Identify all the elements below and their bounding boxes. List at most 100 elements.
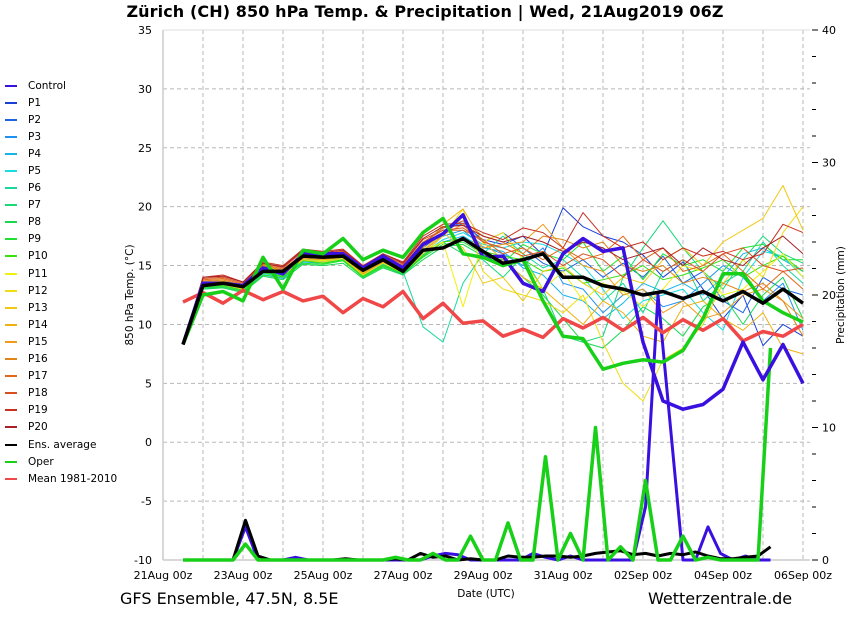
legend-label: P17 xyxy=(28,370,48,383)
temp-line-p19 xyxy=(182,212,804,345)
legend-label: P4 xyxy=(28,147,42,160)
y-axis-title: 850 hPa Temp. (°C) xyxy=(124,244,136,345)
legend-item: P12 xyxy=(4,282,129,299)
temp-line-control xyxy=(181,213,805,411)
legend-item: P3 xyxy=(4,128,129,145)
legend-item: Oper xyxy=(4,453,129,470)
legend-swatch xyxy=(5,460,17,463)
y-tick-label: 25 xyxy=(138,142,152,155)
legend-label: P12 xyxy=(28,284,48,297)
y-tick-label: 5 xyxy=(145,377,152,390)
grid xyxy=(163,30,810,560)
legend-item: P16 xyxy=(4,351,129,368)
legend-item: P6 xyxy=(4,180,129,197)
temp-line-p17 xyxy=(182,229,804,345)
legend-swatch xyxy=(5,392,17,395)
x-tick-label: 06Sep 00z xyxy=(774,569,832,582)
y2-tick-label: 0 xyxy=(822,554,829,567)
y-tick-label: 15 xyxy=(138,260,152,273)
x-tick-label: 27Aug 00z xyxy=(374,569,433,582)
x-axis-title: Date (UTC) xyxy=(457,588,514,600)
y-tick-label: 0 xyxy=(145,436,152,449)
series-group xyxy=(181,185,805,562)
legend-swatch xyxy=(5,221,17,224)
temp-line-ens-average xyxy=(181,236,805,346)
x-tick-label: 25Aug 00z xyxy=(294,569,353,582)
chart-title: Zürich (CH) 850 hPa Temp. & Precipitatio… xyxy=(126,2,724,21)
legend-item: P14 xyxy=(4,316,129,333)
legend-label: P19 xyxy=(28,404,48,417)
legend-item: P17 xyxy=(4,368,129,385)
footer-site: Wetterzentrale.de xyxy=(648,589,793,608)
legend-label: P9 xyxy=(28,233,42,246)
precip-line-control xyxy=(183,293,771,562)
legend-item: Mean 1981-2010 xyxy=(4,470,129,487)
legend-item: P10 xyxy=(4,248,129,265)
y-tick-label: -10 xyxy=(134,554,152,567)
legend-label: Oper xyxy=(28,455,54,468)
legend-swatch xyxy=(5,340,17,343)
legend-item: Ens. average xyxy=(4,436,129,453)
legend: Control P1 P2 P3 P4 P5 P6 P7 P8 P9 P10 P11 P12 P13 P14… xyxy=(4,77,129,487)
legend-item: P8 xyxy=(4,214,129,231)
legend-item: P7 xyxy=(4,197,129,214)
x-tick-label: 02Sep 00z xyxy=(614,569,672,582)
legend-swatch xyxy=(5,152,17,155)
legend-label: Mean 1981-2010 xyxy=(28,472,118,485)
legend-label: P10 xyxy=(28,250,48,263)
legend-swatch xyxy=(5,84,17,87)
legend-swatch xyxy=(5,323,17,326)
legend-label: Ens. average xyxy=(28,438,97,451)
legend-label: P15 xyxy=(28,335,48,348)
legend-swatch xyxy=(5,238,17,241)
legend-item: P5 xyxy=(4,162,129,179)
y-tick-label: 35 xyxy=(138,24,152,37)
legend-swatch xyxy=(5,101,17,104)
legend-swatch xyxy=(5,272,17,275)
y2-axis-title: Precipitation (mm) xyxy=(835,246,847,344)
legend-item: P20 xyxy=(4,419,129,436)
legend-item: P4 xyxy=(4,145,129,162)
legend-label: P1 xyxy=(28,96,42,109)
legend-label: P13 xyxy=(28,301,48,314)
legend-item: P15 xyxy=(4,333,129,350)
y2-tick-label: 40 xyxy=(822,24,836,37)
x-tick-label: 31Aug 00z xyxy=(534,569,593,582)
legend-item: Control xyxy=(4,77,129,94)
axes xyxy=(162,29,818,561)
legend-swatch xyxy=(5,306,17,309)
legend-label: P14 xyxy=(28,318,48,331)
legend-swatch xyxy=(5,409,17,412)
x-tick-label: 21Aug 00z xyxy=(134,569,193,582)
legend-label: Control xyxy=(28,79,66,92)
legend-label: P11 xyxy=(28,267,48,280)
legend-swatch xyxy=(5,135,17,138)
legend-item: P2 xyxy=(4,111,129,128)
legend-item: P13 xyxy=(4,299,129,316)
legend-swatch xyxy=(5,426,17,429)
legend-label: P16 xyxy=(28,353,48,366)
x-tick-label: 29Aug 00z xyxy=(454,569,513,582)
legend-swatch xyxy=(5,170,17,173)
legend-swatch xyxy=(5,289,17,292)
legend-swatch xyxy=(5,118,17,121)
legend-label: P6 xyxy=(28,182,42,195)
legend-swatch xyxy=(5,204,17,207)
y-tick-label: -5 xyxy=(141,495,152,508)
legend-swatch xyxy=(5,477,17,480)
y2-tick-label: 10 xyxy=(822,422,836,435)
legend-item: P11 xyxy=(4,265,129,282)
temp-line-mean-1981-2010 xyxy=(182,288,804,343)
legend-item: P1 xyxy=(4,94,129,111)
legend-label: P8 xyxy=(28,216,42,229)
x-tick-label: 04Sep 00z xyxy=(694,569,752,582)
legend-swatch xyxy=(5,443,17,446)
legend-swatch xyxy=(5,358,17,361)
legend-label: P5 xyxy=(28,165,42,178)
legend-label: P20 xyxy=(28,421,48,434)
tick-labels: 35 30 25 20 15 10 5 0 -5 -10 40 30 20 10 0 21Aug 00z 23A… xyxy=(134,24,836,582)
y-tick-label: 30 xyxy=(138,83,152,96)
y-tick-label: 10 xyxy=(138,318,152,331)
legend-label: P3 xyxy=(28,130,42,143)
